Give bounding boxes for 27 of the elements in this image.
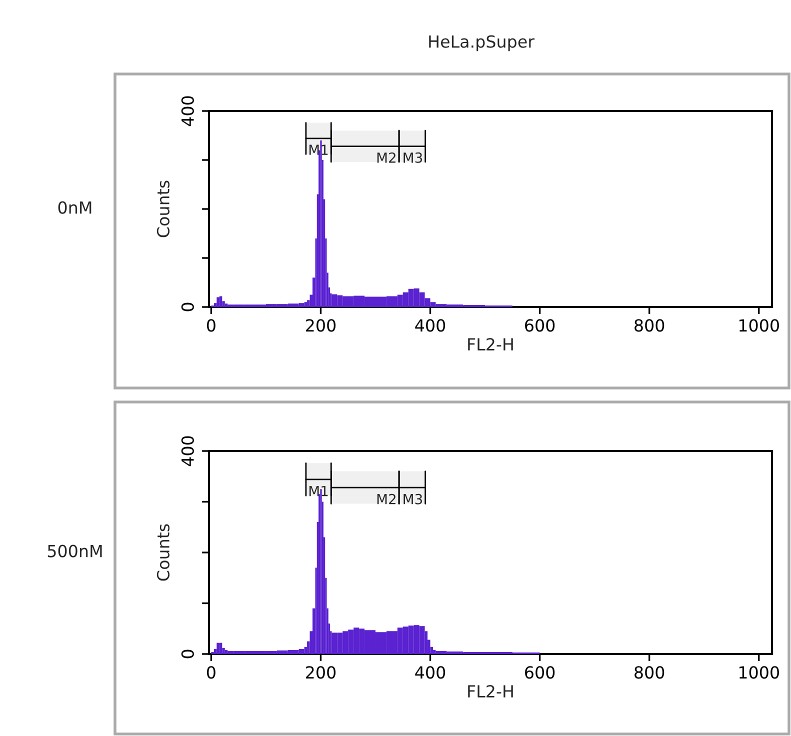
band-label: M2 — [377, 494, 396, 504]
x-axis-title: FL2-H — [468, 685, 513, 698]
band-label: M3 — [404, 152, 422, 163]
x-tick-label: 200 — [306, 319, 336, 332]
y-tick-label: 0 — [181, 650, 194, 658]
x-axis-title: FL2-H — [468, 338, 513, 350]
x-tick-label: 600 — [525, 319, 555, 332]
x-tick-label: 0 — [206, 319, 216, 332]
y-tick-label: 400 — [181, 96, 194, 126]
band-label: M3 — [404, 494, 422, 504]
x-tick-label: 400 — [415, 319, 446, 332]
y-tick-label: 0 — [181, 302, 194, 312]
x-tick-label: 800 — [634, 666, 664, 679]
y-axis-title: Counts — [156, 524, 170, 581]
y-tick-label: 400 — [181, 436, 194, 466]
x-tick-label: 600 — [525, 666, 555, 679]
y-axis-title: Counts — [156, 180, 170, 238]
x-tick-label: 0 — [206, 666, 216, 679]
x-tick-label: 200 — [306, 666, 336, 679]
chart-title: HeLa.pSuper — [429, 35, 534, 52]
text: 500nM — [48, 544, 102, 558]
x-tick-label: 800 — [634, 319, 664, 332]
text: 0nM — [58, 201, 92, 214]
x-tick-label: 1000 — [739, 666, 779, 679]
x-tick-label: 1000 — [739, 319, 779, 332]
band-label: M2 — [377, 152, 396, 163]
x-tick-label: 400 — [415, 666, 446, 679]
